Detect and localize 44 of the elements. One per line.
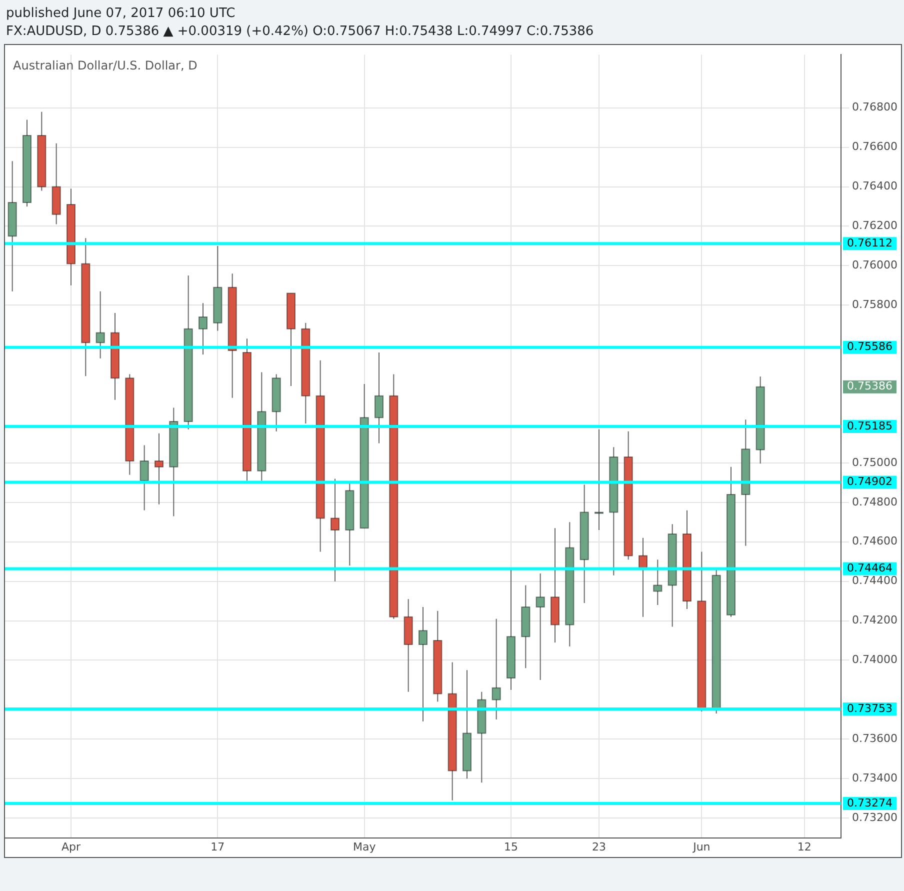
x-tick-label: Jun [692, 840, 710, 854]
ref-line-label: 0.73274 [847, 796, 892, 810]
y-tick-label: 0.74800 [852, 495, 898, 508]
annotation: Australian Dollar/U.S. Dollar, D [13, 58, 198, 73]
text: 0.75386 [847, 380, 892, 393]
ref-line-label: 0.74902 [847, 475, 892, 488]
ref-line-label: 0.75586 [847, 340, 892, 354]
x-tick-label: 12 [797, 840, 812, 854]
y-tick-label: 0.74600 [852, 534, 898, 548]
y-tick-label: 0.73600 [852, 732, 898, 746]
y-tick-label: 0.76400 [852, 180, 898, 193]
x-tick-label: 15 [504, 840, 518, 854]
x-tick-label: 17 [210, 840, 225, 854]
y-tick-label: 0.76600 [852, 140, 898, 154]
y-tick-label: 0.74400 [852, 574, 898, 588]
y-tick-label: 0.73200 [852, 810, 898, 824]
ref-line-label: 0.75185 [847, 419, 892, 432]
candlestick [96, 290, 105, 359]
candlestick [374, 352, 384, 444]
x-tick-label: May [352, 840, 376, 854]
y-tick-label: 0.73400 [852, 771, 898, 784]
chart-title: FX:AUDUSD, D 0.75386 ▲ +0.00319 (+0.42%) O:0.75067 H:0.75438 L:0.74997 C:0.75386 [6, 24, 594, 39]
candlestick [492, 618, 501, 720]
candlestick [418, 606, 428, 722]
x-tick-label: 23 [592, 840, 606, 854]
candlestick [330, 478, 340, 582]
y-tick-label: 0.76200 [852, 219, 898, 232]
y-tick-label: 0.76800 [852, 100, 898, 114]
candlestick [594, 428, 604, 531]
y-tick-label: 0.75000 [852, 456, 898, 469]
ref-line-label: 0.74464 [847, 562, 892, 575]
ref-line-label: 0.73753 [847, 702, 892, 715]
chart-subtitle: published June 07, 2017 06:10 UTC [6, 6, 236, 21]
candlestick [653, 559, 662, 606]
candlestick [154, 432, 164, 505]
ref-line-label: 0.76112 [847, 236, 892, 250]
candlestick [536, 572, 545, 680]
y-tick-label: 0.76000 [852, 258, 898, 272]
y-tick-label: 0.75800 [852, 298, 898, 312]
y-tick-label: 0.74200 [852, 614, 898, 627]
x-tick-label: Apr [61, 840, 81, 854]
candlestick [140, 444, 149, 511]
y-tick-label: 0.74000 [852, 653, 898, 666]
candlestick [198, 302, 208, 355]
